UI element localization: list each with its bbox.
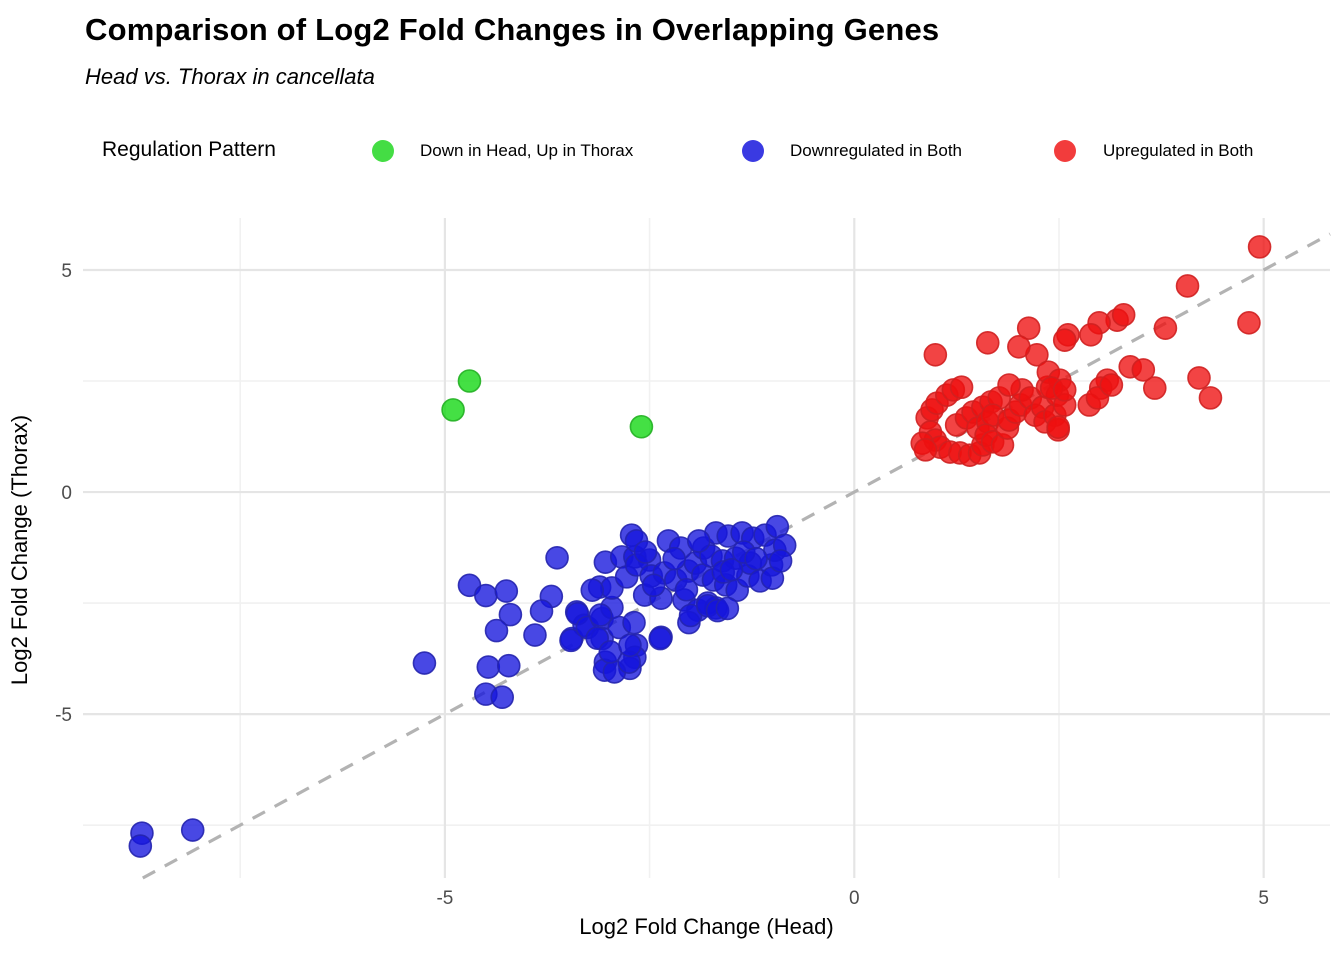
data-point xyxy=(1187,366,1211,390)
data-point xyxy=(1131,358,1156,382)
data-point xyxy=(545,545,569,570)
legend: Regulation Pattern Down in Head, Up in T… xyxy=(0,138,1344,168)
data-point xyxy=(648,626,673,651)
data-point xyxy=(1007,335,1031,359)
data-point xyxy=(498,602,523,627)
data-point xyxy=(1099,373,1124,397)
legend-label-up-both: Upregulated in Both xyxy=(1103,141,1254,160)
data-point xyxy=(629,414,654,439)
data-point xyxy=(719,557,744,582)
data-point xyxy=(1153,316,1178,340)
data-point xyxy=(1198,386,1223,410)
x-tick-label: 0 xyxy=(849,888,860,909)
legend-dot-green-icon xyxy=(372,140,394,162)
data-point xyxy=(1016,316,1041,340)
y-tick-label: 0 xyxy=(61,483,72,504)
y-tick-label: -5 xyxy=(55,705,72,726)
data-point xyxy=(1142,376,1167,400)
data-point xyxy=(913,438,938,462)
legend-dot-red-icon xyxy=(1054,140,1076,162)
x-axis-title: Log2 Fold Change (Head) xyxy=(579,914,834,939)
data-point xyxy=(768,549,793,573)
data-point xyxy=(1079,323,1103,347)
data-point xyxy=(529,599,554,623)
data-point xyxy=(1052,378,1077,402)
data-point xyxy=(559,628,583,653)
data-point xyxy=(457,369,482,393)
data-point xyxy=(1111,303,1136,327)
data-point xyxy=(633,540,658,564)
data-point xyxy=(496,653,521,678)
data-point xyxy=(180,818,205,842)
data-point xyxy=(997,373,1021,397)
data-point xyxy=(494,579,519,603)
x-tick-label: 5 xyxy=(1258,888,1269,909)
chart-subtitle: Head vs. Thorax in cancellata xyxy=(85,64,375,89)
data-point xyxy=(1046,415,1070,439)
x-tick-label: -5 xyxy=(436,888,453,909)
data-point xyxy=(975,331,1000,355)
data-point xyxy=(523,623,547,647)
data-point xyxy=(715,596,740,621)
data-point xyxy=(744,546,768,571)
chart-title: Comparison of Log2 Fold Changes in Overl… xyxy=(85,12,940,47)
data-point xyxy=(1247,235,1272,259)
data-point xyxy=(686,529,711,553)
data-point xyxy=(580,578,605,602)
data-point xyxy=(490,685,515,710)
data-point xyxy=(662,546,686,571)
data-point xyxy=(1175,274,1200,298)
legend-title: Regulation Pattern xyxy=(102,138,276,161)
data-point xyxy=(674,577,699,602)
data-point xyxy=(1237,311,1261,335)
data-point xyxy=(474,583,498,608)
data-point xyxy=(1052,328,1077,352)
data-point xyxy=(949,375,974,400)
legend-label-down-up: Down in Head, Up in Thorax xyxy=(420,141,634,160)
data-point xyxy=(641,573,666,598)
data-point xyxy=(598,640,623,664)
data-point xyxy=(588,603,613,627)
data-point xyxy=(622,610,646,635)
data-point xyxy=(412,651,437,675)
data-point xyxy=(618,633,642,658)
data-point xyxy=(476,655,501,679)
data-point xyxy=(441,398,465,422)
y-axis-title: Log2 Fold Change (Thorax) xyxy=(7,414,32,686)
legend-dot-blue-icon xyxy=(742,140,764,162)
legend-label-down-both: Downregulated in Both xyxy=(790,141,963,160)
data-point xyxy=(484,618,509,643)
data-point xyxy=(923,342,948,367)
data-point xyxy=(128,834,153,858)
y-tick-label: 5 xyxy=(61,261,72,282)
